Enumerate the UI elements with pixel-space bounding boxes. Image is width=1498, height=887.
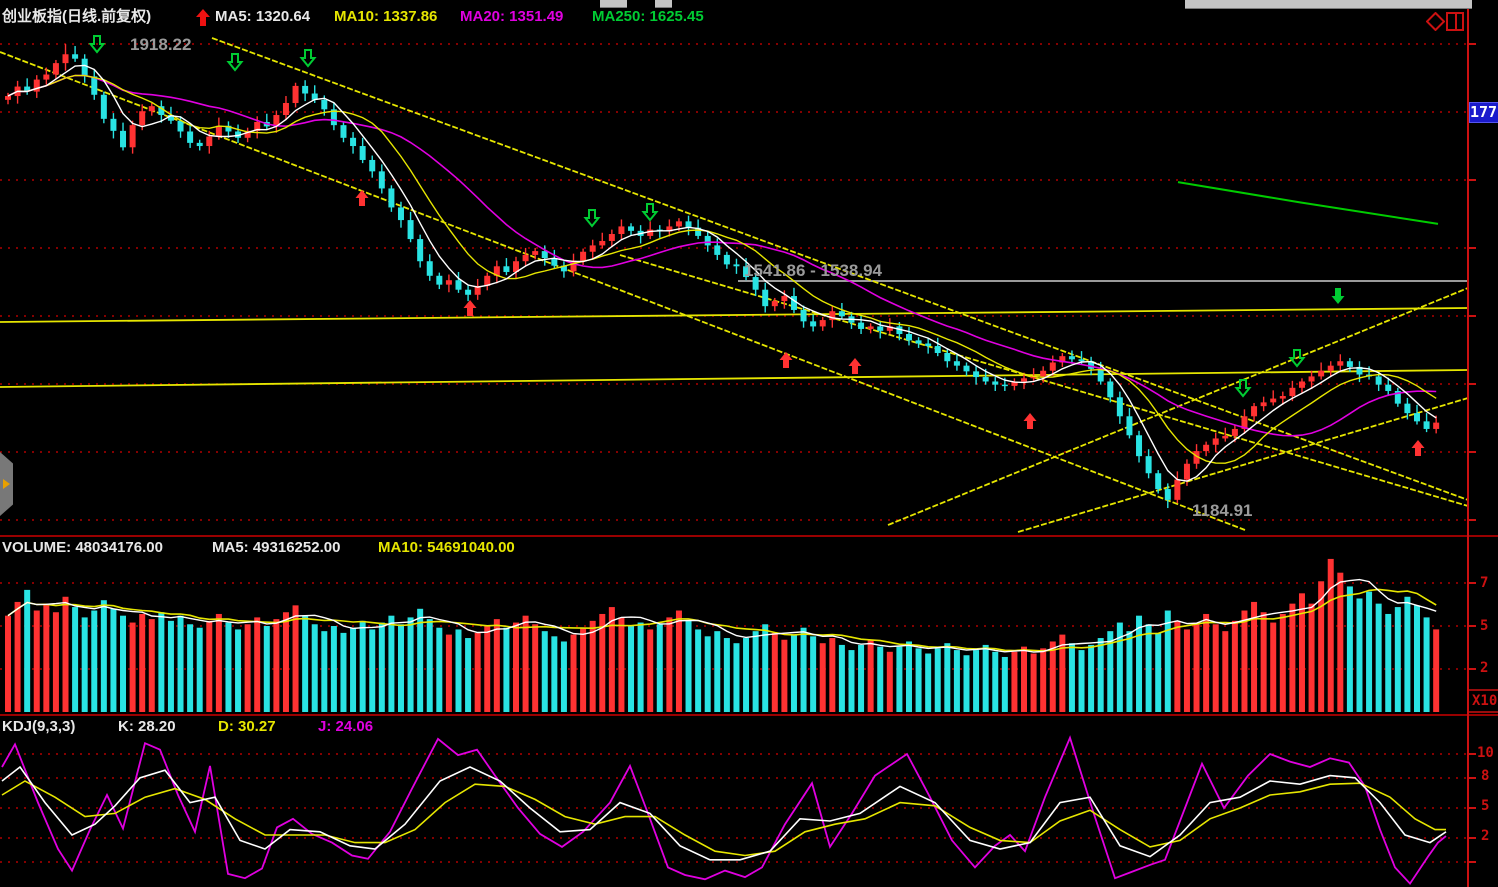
page-title: 创业板指(日线.前复权) (2, 8, 152, 25)
kdj-name: KDJ(9,3,3) (2, 718, 76, 735)
gap-annotation: 1541.86 - 1538.94 (744, 261, 883, 280)
window-top-fragment (655, 0, 672, 8)
volume-ma5-value: MA5: 49316252.00 (212, 539, 341, 556)
diamond-icon[interactable] (1426, 12, 1445, 31)
kdj-axis-label: 8 (1481, 768, 1490, 784)
low-annotation: 1184.91 (1192, 501, 1253, 520)
sidebar-slide-handle[interactable] (0, 452, 13, 516)
kdj-axis-label: 10 (1477, 745, 1494, 761)
kdj-axis-label: 5 (1481, 798, 1490, 814)
volume-axis-label: 5 (1480, 618, 1489, 634)
trend-up-arrow-icon (196, 9, 210, 26)
volume-axis-label: 2 (1480, 660, 1489, 676)
ma10-value: MA10: 1337.86 (334, 8, 438, 25)
volume-value: VOLUME: 48034176.00 (2, 539, 163, 556)
kdj-j-value: J: 24.06 (318, 718, 374, 735)
window-top-strip (1185, 0, 1472, 9)
chevron-right-icon (3, 479, 10, 489)
volume-ma10-value: MA10: 54691040.00 (378, 539, 515, 556)
high-annotation: 1918.22 (130, 35, 192, 54)
ma5-value: MA5: 1320.64 (215, 8, 311, 25)
window-top-fragment (600, 0, 627, 8)
volume-axis-unit: X10 (1472, 693, 1498, 709)
kdj-d-value: D: 30.27 (218, 718, 276, 735)
price-badge: 177 (1469, 102, 1498, 123)
split-window-icon[interactable] (1446, 12, 1464, 31)
ma20-value: MA20: 1351.49 (460, 8, 564, 25)
volume-axis-label: 7 (1480, 575, 1489, 591)
ma250-value: MA250: 1625.45 (592, 8, 704, 25)
kdj-axis-label: 2 (1481, 828, 1490, 844)
kdj-k-value: K: 28.20 (118, 718, 176, 735)
